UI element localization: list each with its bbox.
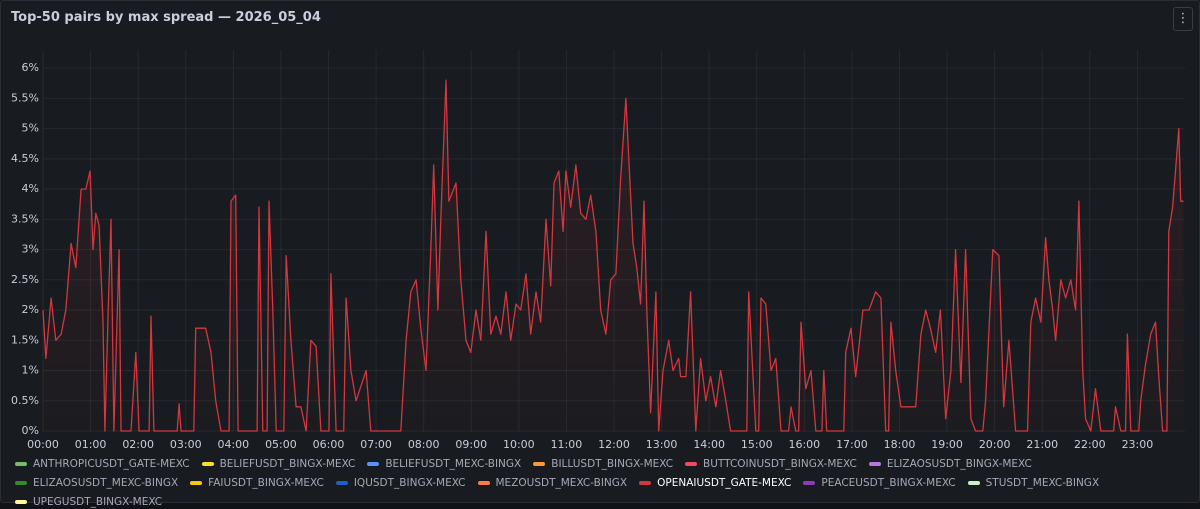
x-tick-label: 01:00 xyxy=(75,438,107,451)
legend-item[interactable]: BELIEFUSDT_MEXC-BINGX xyxy=(367,457,521,471)
legend-label: ELIZAOSUSDT_BINGX-MEXC xyxy=(886,458,1032,470)
x-tick-label: 06:00 xyxy=(313,438,345,451)
legend-swatch xyxy=(201,462,214,466)
legend-item[interactable]: FAIUSDT_BINGX-MEXC xyxy=(190,476,324,490)
legend-item[interactable]: OPENAIUSDT_GATE-MEXC xyxy=(639,476,791,490)
legend-swatch xyxy=(335,481,348,485)
y-tick-label: 0.5% xyxy=(11,394,39,407)
series-line xyxy=(42,79,1184,432)
legend-label: ANTHROPICUSDT_GATE-MEXC xyxy=(33,458,190,470)
legend-label: BELIEFUSDT_MEXC-BINGX xyxy=(385,458,522,470)
y-tick-label: 5.5% xyxy=(11,91,39,104)
legend-swatch xyxy=(190,481,203,485)
legend-swatch xyxy=(15,500,27,504)
legend-label: UPEGUSDT_BINGX-MEXC xyxy=(33,496,163,508)
legend-swatch xyxy=(15,481,27,485)
x-tick-label: 12:00 xyxy=(598,438,630,451)
x-tick-label: 17:00 xyxy=(836,438,868,451)
legend-item[interactable]: IQUSDT_BINGX-MEXC xyxy=(335,476,466,490)
legend-label: FAIUSDT_BINGX-MEXC xyxy=(208,477,324,489)
legend-swatch xyxy=(477,481,490,485)
legend-item[interactable]: BELIEFUSDT_BINGX-MEXC xyxy=(201,457,356,471)
legend-swatch xyxy=(15,462,27,466)
legend-label: BUTTCOINUSDT_BINGX-MEXC xyxy=(703,458,857,470)
y-tick-label: 2% xyxy=(22,303,39,316)
legend-item[interactable]: STUSDT_MEXC-BINGX xyxy=(967,476,1100,490)
x-tick-label: 22:00 xyxy=(1074,438,1106,451)
x-tick-label: 13:00 xyxy=(646,438,678,451)
y-tick-label: 4% xyxy=(22,182,39,195)
panel-title: Top-50 pairs by max spread — 2026_05_04 xyxy=(11,10,321,25)
y-tick-label: 1% xyxy=(22,364,39,377)
legend-label: PEACEUSDT_BINGX-MEXC xyxy=(821,477,956,489)
x-tick-label: 11:00 xyxy=(551,438,583,451)
y-tick-label: 5% xyxy=(22,122,39,135)
legend-item[interactable]: ELIZAOSUSDT_BINGX-MEXC xyxy=(868,457,1032,471)
panel-menu[interactable]: ⋮ xyxy=(1173,7,1193,31)
x-tick-label: 23:00 xyxy=(1122,438,1154,451)
y-tick-label: 3% xyxy=(22,243,39,256)
x-tick-label: 09:00 xyxy=(455,438,487,451)
legend-item[interactable]: BILLUSDT_BINGX-MEXC xyxy=(533,457,673,471)
y-tick-label: 4.5% xyxy=(11,152,39,165)
chart: 0% 0.5% 1% 1.5% 2% 2.5% 3% 3.5% 4% 4.5% 5% 5.5% 6% 00… xyxy=(11,50,1185,451)
legend-label: OPENAIUSDT_GATE-MEXC xyxy=(657,477,792,489)
x-tick-label: 00:00 xyxy=(27,438,59,451)
y-tick-label: 2.5% xyxy=(11,273,39,286)
legend-label: IQUSDT_BINGX-MEXC xyxy=(353,477,466,489)
y-tick-label: 6% xyxy=(22,61,39,74)
x-tick-label: 20:00 xyxy=(979,438,1011,451)
legend-label: MEZOUSDT_MEXC-BINGX xyxy=(495,477,628,489)
legend-item[interactable]: PEACEUSDT_BINGX-MEXC xyxy=(803,476,956,490)
x-tick-label: 21:00 xyxy=(1026,438,1058,451)
legend: ANTHROPICUSDT_GATE-MEXC BELIEFUSDT_BINGX-… xyxy=(15,457,1185,509)
legend-label: ELIZAOSUSDT_MEXC-BINGX xyxy=(33,477,179,489)
legend-item[interactable]: MEZOUSDT_MEXC-BINGX xyxy=(477,476,628,490)
x-tick-label: 04:00 xyxy=(217,438,249,451)
legend-swatch xyxy=(533,462,546,466)
legend-label: BILLUSDT_BINGX-MEXC xyxy=(551,458,674,470)
x-tick-label: 15:00 xyxy=(741,438,773,451)
x-tick-label: 08:00 xyxy=(408,438,440,451)
legend-swatch xyxy=(967,481,980,485)
legend-label: BELIEFUSDT_BINGX-MEXC xyxy=(219,458,356,470)
legend-swatch xyxy=(685,462,698,466)
x-tick-label: 07:00 xyxy=(360,438,392,451)
legend-item[interactable]: ELIZAOSUSDT_MEXC-BINGX xyxy=(15,476,178,490)
x-tick-label: 16:00 xyxy=(788,438,820,451)
legend-item[interactable]: BUTTCOINUSDT_BINGX-MEXC xyxy=(685,457,857,471)
x-tick-label: 18:00 xyxy=(884,438,916,451)
legend-swatch xyxy=(639,481,652,485)
y-tick-label: 3.5% xyxy=(11,212,39,225)
x-tick-label: 02:00 xyxy=(122,438,154,451)
legend-swatch xyxy=(868,462,881,466)
y-tick-label: 0% xyxy=(22,424,39,437)
x-tick-label: 14:00 xyxy=(693,438,725,451)
x-tick-label: 10:00 xyxy=(503,438,535,451)
x-tick-label: 05:00 xyxy=(265,438,297,451)
legend-swatch xyxy=(367,462,380,466)
legend-label: STUSDT_MEXC-BINGX xyxy=(985,477,1100,489)
legend-item[interactable]: ANTHROPICUSDT_GATE-MEXC xyxy=(15,457,190,471)
legend-item[interactable]: UPEGUSDT_BINGX-MEXC xyxy=(15,495,162,509)
y-tick-label: 1.5% xyxy=(11,333,39,346)
x-tick-label: 03:00 xyxy=(170,438,202,451)
legend-swatch xyxy=(803,481,816,485)
x-tick-label: 19:00 xyxy=(931,438,963,451)
